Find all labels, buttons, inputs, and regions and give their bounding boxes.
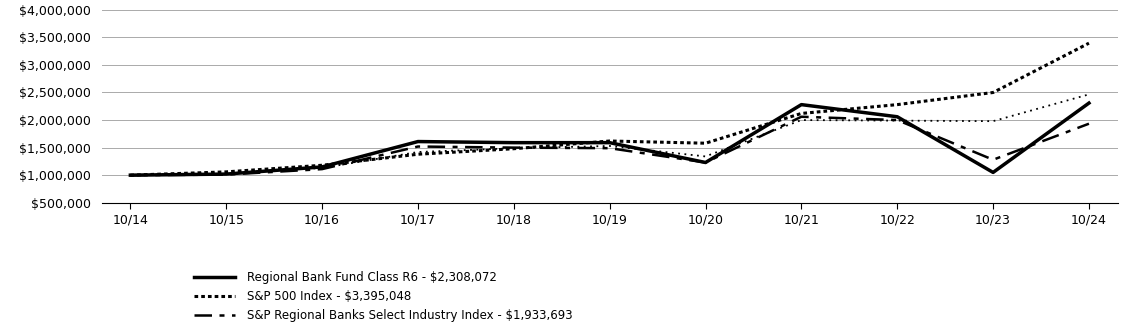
Regional Bank Fund Class R6 - $2,308,072 — [603, 141, 616, 145]
S&P Composite 1500 Banks Index - $2,465,747 — [699, 154, 712, 158]
S&P 500 Index - $3,395,048 — [891, 103, 904, 107]
Regional Bank Fund Class R6 - $2,308,072 — [411, 140, 425, 144]
Legend: Regional Bank Fund Class R6 - $2,308,072, S&P 500 Index - $3,395,048, S&P Region: Regional Bank Fund Class R6 - $2,308,072… — [189, 267, 577, 327]
Line: S&P Composite 1500 Banks Index - $2,465,747: S&P Composite 1500 Banks Index - $2,465,… — [130, 95, 1089, 175]
S&P Composite 1500 Banks Index - $2,465,747 — [123, 173, 137, 177]
Regional Bank Fund Class R6 - $2,308,072 — [795, 103, 808, 107]
Regional Bank Fund Class R6 - $2,308,072 — [315, 165, 329, 169]
S&P Composite 1500 Banks Index - $2,465,747 — [1083, 93, 1096, 96]
S&P 500 Index - $3,395,048 — [1083, 41, 1096, 45]
S&P Regional Banks Select Industry Index - $1,933,693 — [987, 158, 1000, 162]
S&P 500 Index - $3,395,048 — [603, 139, 616, 143]
S&P Composite 1500 Banks Index - $2,465,747 — [987, 119, 1000, 123]
S&P Composite 1500 Banks Index - $2,465,747 — [507, 146, 520, 150]
Line: S&P Regional Banks Select Industry Index - $1,933,693: S&P Regional Banks Select Industry Index… — [130, 117, 1089, 175]
S&P Regional Banks Select Industry Index - $1,933,693 — [219, 173, 233, 177]
S&P Regional Banks Select Industry Index - $1,933,693 — [411, 145, 425, 148]
S&P Composite 1500 Banks Index - $2,465,747 — [795, 118, 808, 122]
S&P Regional Banks Select Industry Index - $1,933,693 — [315, 167, 329, 171]
Line: S&P 500 Index - $3,395,048: S&P 500 Index - $3,395,048 — [130, 43, 1089, 175]
S&P 500 Index - $3,395,048 — [219, 170, 233, 174]
S&P Regional Banks Select Industry Index - $1,933,693 — [507, 146, 520, 149]
S&P Regional Banks Select Industry Index - $1,933,693 — [699, 161, 712, 164]
S&P Composite 1500 Banks Index - $2,465,747 — [411, 150, 425, 154]
S&P 500 Index - $3,395,048 — [699, 141, 712, 145]
S&P Regional Banks Select Industry Index - $1,933,693 — [123, 173, 137, 177]
S&P 500 Index - $3,395,048 — [507, 147, 520, 151]
Regional Bank Fund Class R6 - $2,308,072 — [699, 161, 712, 164]
S&P Regional Banks Select Industry Index - $1,933,693 — [891, 118, 904, 122]
S&P Composite 1500 Banks Index - $2,465,747 — [315, 166, 329, 170]
S&P Composite 1500 Banks Index - $2,465,747 — [219, 171, 233, 175]
S&P 500 Index - $3,395,048 — [315, 163, 329, 167]
S&P 500 Index - $3,395,048 — [795, 112, 808, 115]
Regional Bank Fund Class R6 - $2,308,072 — [987, 170, 1000, 174]
Regional Bank Fund Class R6 - $2,308,072 — [123, 173, 137, 177]
S&P Regional Banks Select Industry Index - $1,933,693 — [795, 115, 808, 119]
Regional Bank Fund Class R6 - $2,308,072 — [219, 172, 233, 176]
Regional Bank Fund Class R6 - $2,308,072 — [891, 115, 904, 119]
S&P Regional Banks Select Industry Index - $1,933,693 — [603, 146, 616, 150]
S&P 500 Index - $3,395,048 — [123, 173, 137, 177]
S&P Composite 1500 Banks Index - $2,465,747 — [603, 144, 616, 148]
S&P Regional Banks Select Industry Index - $1,933,693 — [1083, 122, 1096, 126]
Regional Bank Fund Class R6 - $2,308,072 — [507, 141, 520, 145]
S&P 500 Index - $3,395,048 — [987, 91, 1000, 95]
Line: Regional Bank Fund Class R6 - $2,308,072: Regional Bank Fund Class R6 - $2,308,072 — [130, 103, 1089, 175]
S&P 500 Index - $3,395,048 — [411, 152, 425, 156]
S&P Composite 1500 Banks Index - $2,465,747 — [891, 119, 904, 123]
Regional Bank Fund Class R6 - $2,308,072 — [1083, 101, 1096, 105]
